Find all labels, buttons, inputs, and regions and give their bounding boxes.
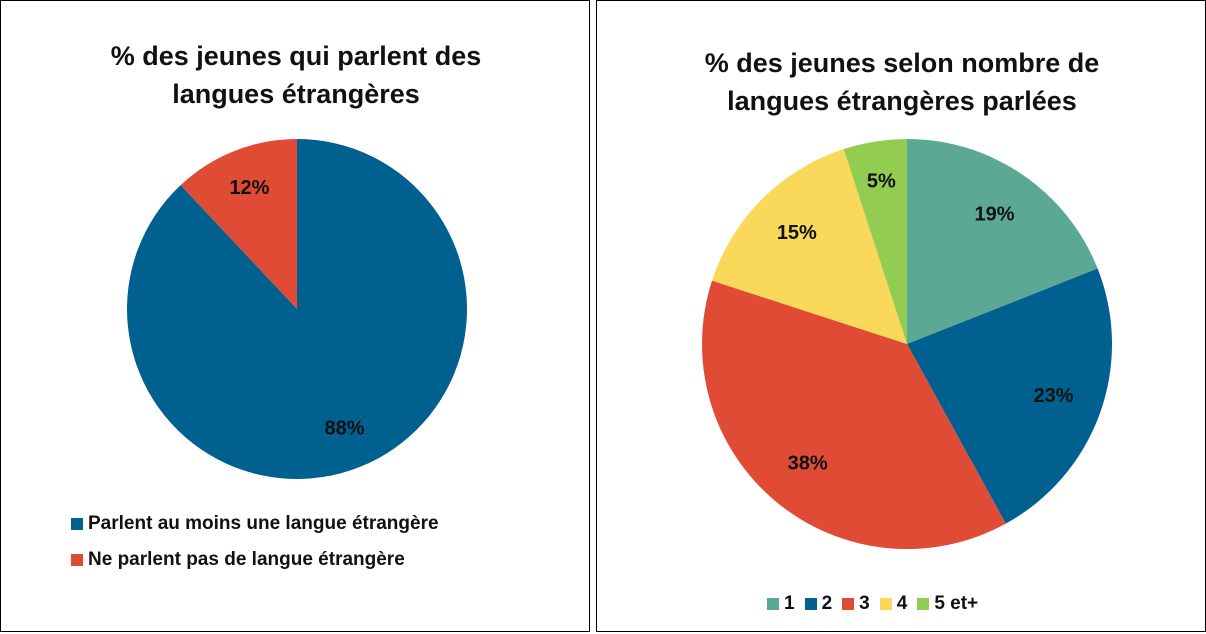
pie-slice bbox=[702, 280, 1006, 550]
legend-swatch bbox=[917, 598, 930, 610]
data-label: 88% bbox=[325, 417, 365, 439]
legend-label: 3 bbox=[859, 593, 870, 614]
pie-slice bbox=[712, 149, 907, 344]
chart-title: % des jeunes selon nombre de langues étr… bbox=[704, 48, 1100, 116]
data-label: 15% bbox=[777, 222, 817, 244]
pie-slice bbox=[180, 139, 297, 309]
legend-swatch bbox=[71, 554, 83, 566]
legend-item: 2 bbox=[804, 586, 833, 622]
legend-item: 1 bbox=[767, 586, 795, 622]
legend-swatch bbox=[804, 598, 817, 610]
legend-label: 1 bbox=[784, 593, 795, 614]
legend-swatch bbox=[71, 518, 83, 530]
pie: 19% 23% 38% 15% 5% bbox=[702, 139, 1112, 550]
panel: % des jeunes qui parlent des langues étr… bbox=[0, 0, 590, 632]
legend-item: 4 bbox=[879, 586, 908, 622]
panel: % des jeunes selon nombre de langues étr… bbox=[596, 0, 1206, 632]
legend-swatch bbox=[842, 598, 855, 610]
legend-item: 3 bbox=[842, 586, 870, 622]
pie-slice bbox=[907, 268, 1112, 524]
legend-swatch bbox=[879, 598, 892, 610]
legend-label: Ne parlent pas de langue étrangère bbox=[88, 549, 405, 570]
legend: 1 2 3 4 5 et+ bbox=[767, 586, 1187, 622]
legend-label: 4 bbox=[896, 593, 908, 614]
legend-item: 5 et+ bbox=[917, 586, 978, 622]
legend-swatch bbox=[767, 598, 779, 610]
data-label: 38% bbox=[788, 452, 828, 474]
pie-slice bbox=[907, 139, 1098, 344]
data-label: 19% bbox=[975, 203, 1015, 225]
data-label: 12% bbox=[229, 177, 269, 199]
data-label: 23% bbox=[1034, 385, 1074, 407]
pie: 88% 12% bbox=[127, 139, 468, 479]
legend-label: 5 et+ bbox=[934, 593, 979, 614]
legend: Parlent au moins une langue étrangère Ne … bbox=[71, 506, 491, 578]
pie-slice bbox=[843, 139, 907, 344]
chart-title: % des jeunes qui parlent des langues étr… bbox=[110, 41, 482, 109]
legend-label: 2 bbox=[821, 593, 833, 614]
legend-item: Ne parlent pas de langue étrangère bbox=[71, 542, 491, 578]
legend-label: Parlent au moins une langue étrangère bbox=[88, 513, 439, 534]
data-label: 5% bbox=[867, 170, 896, 192]
legend-item: Parlent au moins une langue étrangère bbox=[71, 506, 491, 542]
